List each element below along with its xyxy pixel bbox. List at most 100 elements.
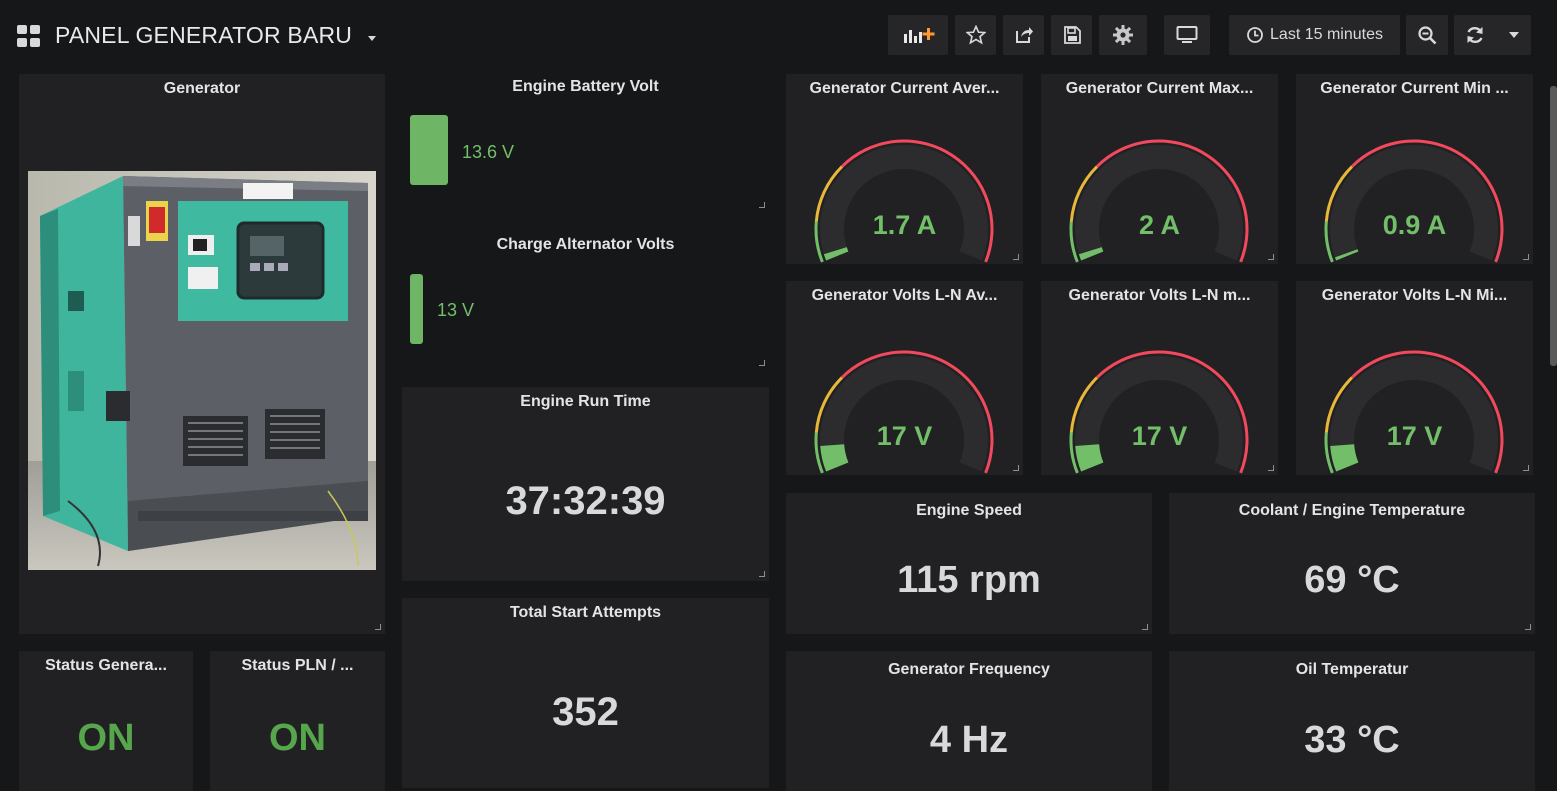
gauge-panel-current-max[interactable]: Generator Current Max... 2 A <box>1041 74 1278 264</box>
settings-button[interactable] <box>1099 15 1147 55</box>
time-range-label: Last 15 minutes <box>1270 26 1383 43</box>
gauge-threshold-red <box>1350 139 1504 263</box>
generator-image-panel[interactable]: Generator <box>19 74 385 634</box>
panel-title: Engine Speed <box>916 502 1022 519</box>
gauge-threshold-green <box>1069 221 1079 263</box>
dashboard-title[interactable]: PANEL GENERATOR BARU <box>55 22 353 48</box>
resize-handle[interactable] <box>1013 254 1019 260</box>
resize-handle[interactable] <box>1523 254 1529 260</box>
resize-handle[interactable] <box>1013 465 1019 471</box>
status-pln-panel[interactable]: Status PLN / ... ON <box>210 651 385 791</box>
tv-mode-button[interactable] <box>1164 15 1210 55</box>
refresh-interval-dropdown[interactable] <box>1496 32 1531 38</box>
add-panel-button[interactable] <box>888 15 948 55</box>
caret-down-icon <box>1508 32 1519 38</box>
dashboard-grid-icon[interactable] <box>17 25 41 47</box>
gauge-dial <box>1069 139 1249 263</box>
refresh-button[interactable] <box>1454 15 1531 55</box>
panel-title: Charge Alternator Volts <box>496 236 675 253</box>
title-caret-icon[interactable] <box>368 36 376 41</box>
add-panel-icon <box>904 28 935 43</box>
panel-title: Generator Volts L-N Mi... <box>1321 287 1508 304</box>
resize-handle[interactable] <box>1268 465 1274 471</box>
gauge-threshold-red <box>840 139 994 263</box>
generator-frequency-panel[interactable]: Generator Frequency 4 Hz <box>786 651 1152 791</box>
status-pln-value: ON <box>269 717 326 759</box>
save-button[interactable] <box>1051 15 1092 55</box>
tv-icon <box>1176 26 1198 43</box>
gauge-threshold-yellow <box>814 165 844 222</box>
gauge-threshold-red <box>840 350 994 474</box>
panel-title: Total Start Attempts <box>509 604 662 621</box>
gauge-threshold-yellow <box>1324 165 1354 222</box>
resize-handle[interactable] <box>759 571 765 577</box>
gauge-value-arc <box>1330 443 1359 472</box>
gauge-threshold-green <box>1069 432 1079 474</box>
gauge-value: 0.9 A <box>1382 210 1447 240</box>
gauge-panel-volts-min[interactable]: Generator Volts L-N Mi... 17 V <box>1296 281 1533 475</box>
resize-handle[interactable] <box>759 202 765 208</box>
gauge-threshold-yellow <box>1069 165 1099 222</box>
engine-speed-panel[interactable]: Engine Speed 115 rpm <box>786 493 1152 634</box>
gauge-value-arc <box>1075 443 1104 472</box>
time-range-picker[interactable]: Last 15 minutes <box>1229 15 1400 55</box>
refresh-icon <box>1467 26 1483 44</box>
gauge-threshold-red <box>1095 350 1249 474</box>
gauge-threshold-green <box>1324 221 1334 263</box>
gauge-track <box>1330 145 1498 261</box>
gauge-threshold-yellow <box>1069 376 1099 433</box>
battery-volt-panel[interactable]: Engine Battery Volt 13.6 V <box>402 72 769 212</box>
run-time-value: 37:32:39 <box>505 479 666 523</box>
refresh-now[interactable] <box>1454 25 1496 45</box>
resize-handle[interactable] <box>375 624 381 630</box>
zoom-out-button[interactable] <box>1406 15 1448 55</box>
share-button[interactable] <box>1003 15 1044 55</box>
engine-speed-value: 115 rpm <box>897 559 1041 601</box>
share-icon <box>1015 27 1033 43</box>
gauge-value-arc <box>1078 246 1104 261</box>
frequency-value: 4 Hz <box>929 719 1009 761</box>
gauge-track <box>1075 356 1243 472</box>
engine-run-time-panel[interactable]: Engine Run Time 37:32:39 <box>402 387 769 581</box>
gauge-threshold-green <box>814 221 824 263</box>
page-scrollbar[interactable] <box>1550 86 1557 366</box>
gauge-threshold-green <box>1324 432 1334 474</box>
gauge-threshold-green <box>814 432 824 474</box>
gauge-value-arc <box>820 443 849 472</box>
resize-handle[interactable] <box>1268 254 1274 260</box>
gauge-panel-current-min[interactable]: Generator Current Min ... 0.9 A <box>1296 74 1533 264</box>
clock-icon <box>1247 27 1263 43</box>
alternator-volts-panel[interactable]: Charge Alternator Volts 13 V <box>402 230 769 370</box>
gauge-dial <box>1324 350 1504 474</box>
gauge-dial <box>1324 139 1504 263</box>
gauge-value: 1.7 A <box>872 210 937 240</box>
panel-title: Coolant / Engine Temperature <box>1238 502 1466 519</box>
coolant-temperature-panel[interactable]: Coolant / Engine Temperature 69 °C <box>1169 493 1535 634</box>
gauge-panel-current-avg[interactable]: Generator Current Aver... 1.7 A <box>786 74 1023 264</box>
status-generator-panel[interactable]: Status Genera... ON <box>19 651 193 791</box>
resize-handle[interactable] <box>1523 465 1529 471</box>
gauge-threshold-red <box>1350 350 1504 474</box>
panel-title: Engine Battery Volt <box>512 78 659 95</box>
panel-title: Generator Current Max... <box>1065 80 1254 97</box>
panel-title: Generator <box>163 80 241 97</box>
gauge-threshold-red <box>1095 139 1249 263</box>
start-attempts-value: 352 <box>552 690 619 734</box>
gauge-value-arc <box>823 246 849 261</box>
zoom-out-icon <box>1418 26 1437 45</box>
total-start-attempts-panel[interactable]: Total Start Attempts 352 <box>402 598 769 788</box>
gauge-track <box>1075 145 1243 261</box>
resize-handle[interactable] <box>1525 624 1531 630</box>
gauge-dial <box>1069 350 1249 474</box>
star-button[interactable] <box>955 15 996 55</box>
gauge-panel-volts-max[interactable]: Generator Volts L-N m... 17 V <box>1041 281 1278 475</box>
panel-title: Generator Volts L-N m... <box>1068 287 1251 304</box>
resize-handle[interactable] <box>759 360 765 366</box>
gauge-value: 2 A <box>1138 210 1180 240</box>
oil-temperature-panel[interactable]: Oil Temperatur 33 °C <box>1169 651 1535 791</box>
alternator-value: 13 V <box>437 300 475 320</box>
status-generator-value: ON <box>77 717 135 759</box>
gauge-value-arc <box>1334 249 1359 261</box>
resize-handle[interactable] <box>1142 624 1148 630</box>
gauge-panel-volts-avg[interactable]: Generator Volts L-N Av... 17 V <box>786 281 1023 475</box>
